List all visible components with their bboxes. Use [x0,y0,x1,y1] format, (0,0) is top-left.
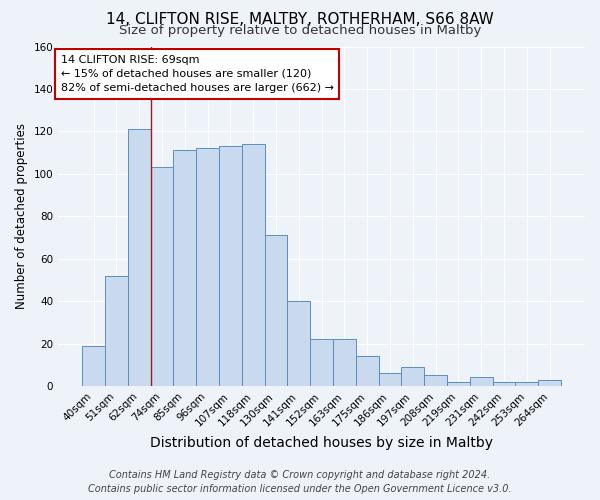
Bar [82,346,105,386]
Bar [515,382,538,386]
Bar [219,146,242,386]
Bar [470,378,493,386]
Bar [173,150,196,386]
Bar [333,340,356,386]
Bar [242,144,265,386]
Bar [128,129,151,386]
Bar [151,168,173,386]
Bar [538,380,561,386]
Text: Contains HM Land Registry data © Crown copyright and database right 2024.
Contai: Contains HM Land Registry data © Crown c… [88,470,512,494]
Text: 14 CLIFTON RISE: 69sqm
← 15% of detached houses are smaller (120)
82% of semi-de: 14 CLIFTON RISE: 69sqm ← 15% of detached… [61,55,334,93]
Bar [424,376,447,386]
Bar [310,340,333,386]
Bar [356,356,379,386]
X-axis label: Distribution of detached houses by size in Maltby: Distribution of detached houses by size … [150,436,493,450]
Bar [493,382,515,386]
Text: 14, CLIFTON RISE, MALTBY, ROTHERHAM, S66 8AW: 14, CLIFTON RISE, MALTBY, ROTHERHAM, S66… [106,12,494,28]
Bar [196,148,219,386]
Y-axis label: Number of detached properties: Number of detached properties [15,123,28,309]
Bar [105,276,128,386]
Bar [287,301,310,386]
Bar [379,373,401,386]
Text: Size of property relative to detached houses in Maltby: Size of property relative to detached ho… [119,24,481,37]
Bar [401,367,424,386]
Bar [447,382,470,386]
Bar [265,236,287,386]
